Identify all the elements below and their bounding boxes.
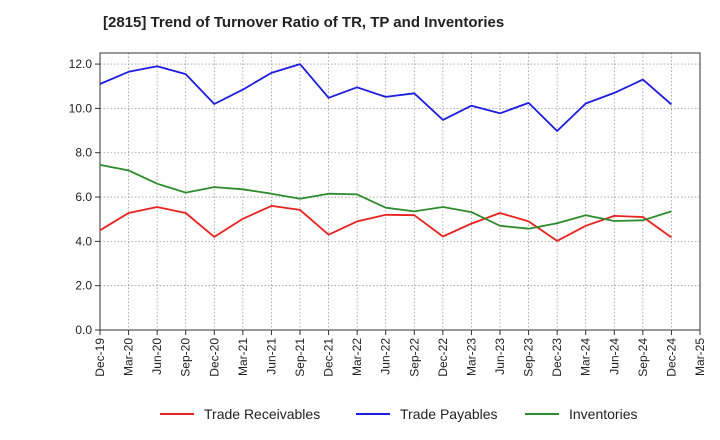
y-tick-label: 10.0 <box>69 101 93 115</box>
x-tick-label: Sep-23 <box>522 338 536 377</box>
y-tick-label: 8.0 <box>75 146 92 160</box>
legend-label-trade-payables: Trade Payables <box>400 406 498 422</box>
x-tick-label: Sep-22 <box>407 338 421 377</box>
x-tick-label: Jun-24 <box>607 338 621 375</box>
y-tick-label: 4.0 <box>75 234 92 248</box>
x-tick-label: Sep-20 <box>179 338 193 377</box>
y-tick-label: 2.0 <box>75 279 92 293</box>
x-tick-label: Mar-23 <box>464 338 478 376</box>
x-tick-label: Jun-20 <box>150 338 164 375</box>
x-tick-label: Jun-23 <box>493 338 507 375</box>
chart-title: [2815] Trend of Turnover Ratio of TR, TP… <box>103 14 505 31</box>
plot-border <box>99 52 701 331</box>
y-tick-label: 6.0 <box>75 190 92 204</box>
y-tick-label: 12.0 <box>69 57 93 71</box>
x-tick-label: Sep-21 <box>293 338 307 377</box>
x-tick-label: Dec-20 <box>207 338 221 377</box>
x-tick-label: Dec-22 <box>436 338 450 377</box>
series-line-inventories <box>99 164 672 230</box>
x-tick-label: Jun-21 <box>264 338 278 375</box>
legend-label-inventories: Inventories <box>569 406 637 422</box>
x-tick-label: Sep-24 <box>636 338 650 377</box>
legend-label-trade-receivables: Trade Receivables <box>204 406 320 422</box>
x-tick-label: Dec-24 <box>664 338 678 377</box>
x-tick-label: Mar-22 <box>350 338 364 376</box>
x-tick-label: Dec-23 <box>550 338 564 377</box>
series-line-trade-payables <box>99 63 672 132</box>
y-tick-label: 0.0 <box>75 323 92 337</box>
x-tick-label: Jun-22 <box>379 338 393 375</box>
series-line-trade-receivables <box>99 204 672 242</box>
x-tick-label: Mar-20 <box>122 338 136 376</box>
x-tick-label: Dec-21 <box>322 338 336 377</box>
x-tick-label: Mar-24 <box>579 338 593 376</box>
x-tick-label: Mar-21 <box>236 338 250 376</box>
x-tick-label: Dec-19 <box>93 338 107 377</box>
x-tick-label: Mar-25 <box>693 338 707 376</box>
